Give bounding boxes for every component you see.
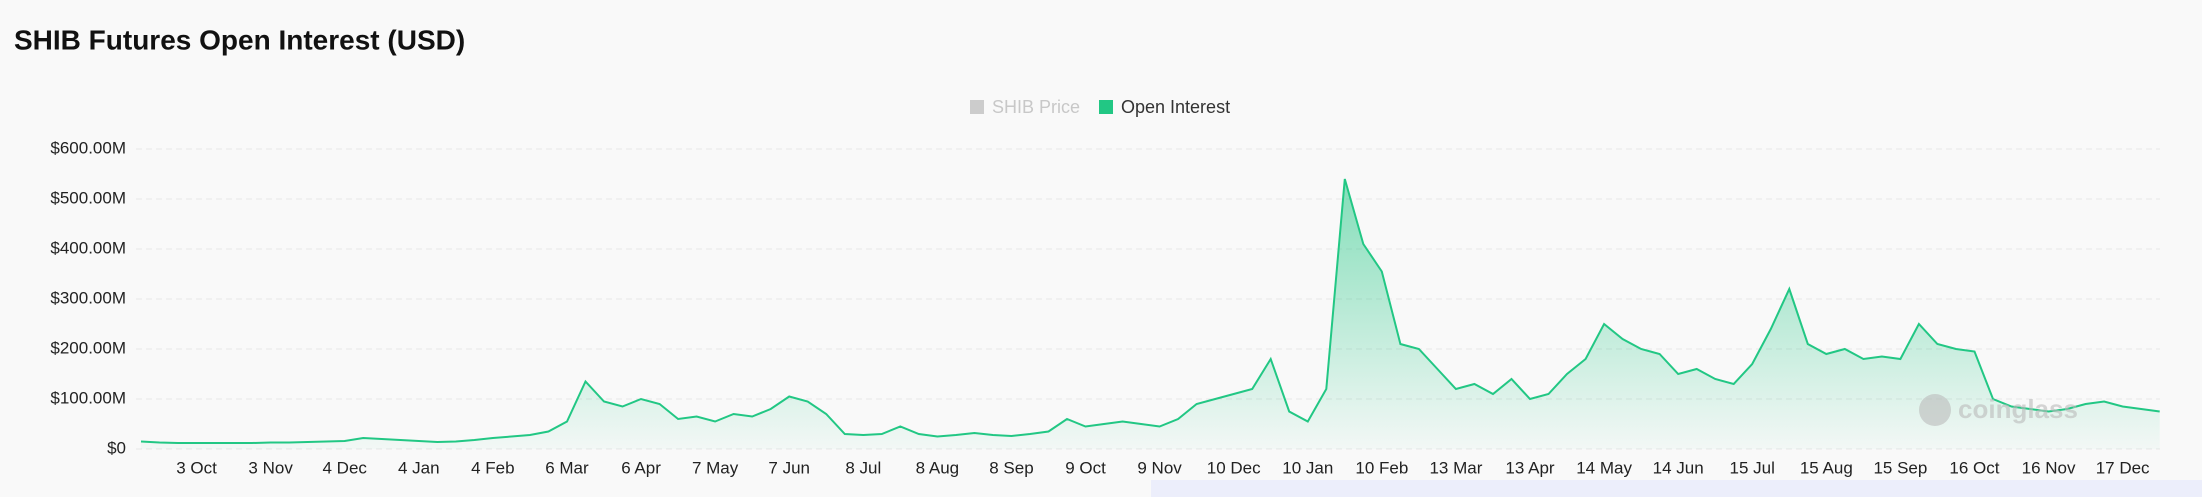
x-tick-label: 4 Jan (398, 458, 440, 477)
x-tick-label: 3 Nov (248, 458, 293, 477)
legend-label: SHIB Price (992, 97, 1080, 117)
y-tick-label: $400.00M (50, 238, 126, 257)
y-tick-label: $600.00M (50, 138, 126, 157)
x-tick-label: 3 Oct (176, 458, 217, 477)
x-tick-label: 8 Aug (916, 458, 960, 477)
x-tick-label: 8 Sep (989, 458, 1033, 477)
area-fill (141, 179, 2160, 449)
x-tick-label: 7 May (692, 458, 739, 477)
area-line (140, 178, 2160, 444)
x-tick-label: 13 Apr (1505, 458, 1554, 477)
y-tick-label: $0 (107, 438, 126, 457)
chart-title: SHIB Futures Open Interest (USD) (14, 24, 465, 55)
x-tick-label: 10 Jan (1282, 458, 1333, 477)
y-tick-label: $500.00M (50, 188, 126, 207)
x-tick-label: 4 Dec (323, 458, 368, 477)
x-tick-label: 10 Feb (1355, 458, 1408, 477)
x-tick-label: 9 Nov (1137, 458, 1182, 477)
x-tick-label: 16 Nov (2022, 458, 2076, 477)
x-tick-label: 9 Oct (1065, 458, 1106, 477)
x-tick-label: 7 Jun (768, 458, 810, 477)
x-tick-label: 14 May (1576, 458, 1632, 477)
x-tick-label: 16 Oct (1949, 458, 1999, 477)
legend: SHIB Price Open Interest (970, 97, 1230, 117)
x-tick-label: 15 Jul (1730, 458, 1775, 477)
x-tick-label: 6 Mar (545, 458, 589, 477)
x-tick-label: 13 Mar (1429, 458, 1482, 477)
y-tick-label: $300.00M (50, 288, 126, 307)
watermark: coinglass (1958, 394, 2078, 424)
x-tick-label: 8 Jul (845, 458, 881, 477)
legend-swatch (970, 100, 984, 114)
x-tick-label: 14 Jun (1653, 458, 1704, 477)
x-tick-label: 15 Aug (1800, 458, 1853, 477)
legend-swatch (1099, 100, 1113, 114)
x-tick-label: 4 Feb (471, 458, 514, 477)
legend-label: Open Interest (1121, 97, 1230, 117)
x-tick-label: 15 Sep (1873, 458, 1927, 477)
footer-band (1151, 480, 2202, 497)
x-tick-label: 6 Apr (621, 458, 661, 477)
x-tick-label: 17 Dec (2096, 458, 2150, 477)
y-tick-label: $100.00M (50, 388, 126, 407)
y-tick-label: $200.00M (50, 338, 126, 357)
watermark-logo (1919, 394, 1951, 426)
x-tick-label: 10 Dec (1207, 458, 1261, 477)
